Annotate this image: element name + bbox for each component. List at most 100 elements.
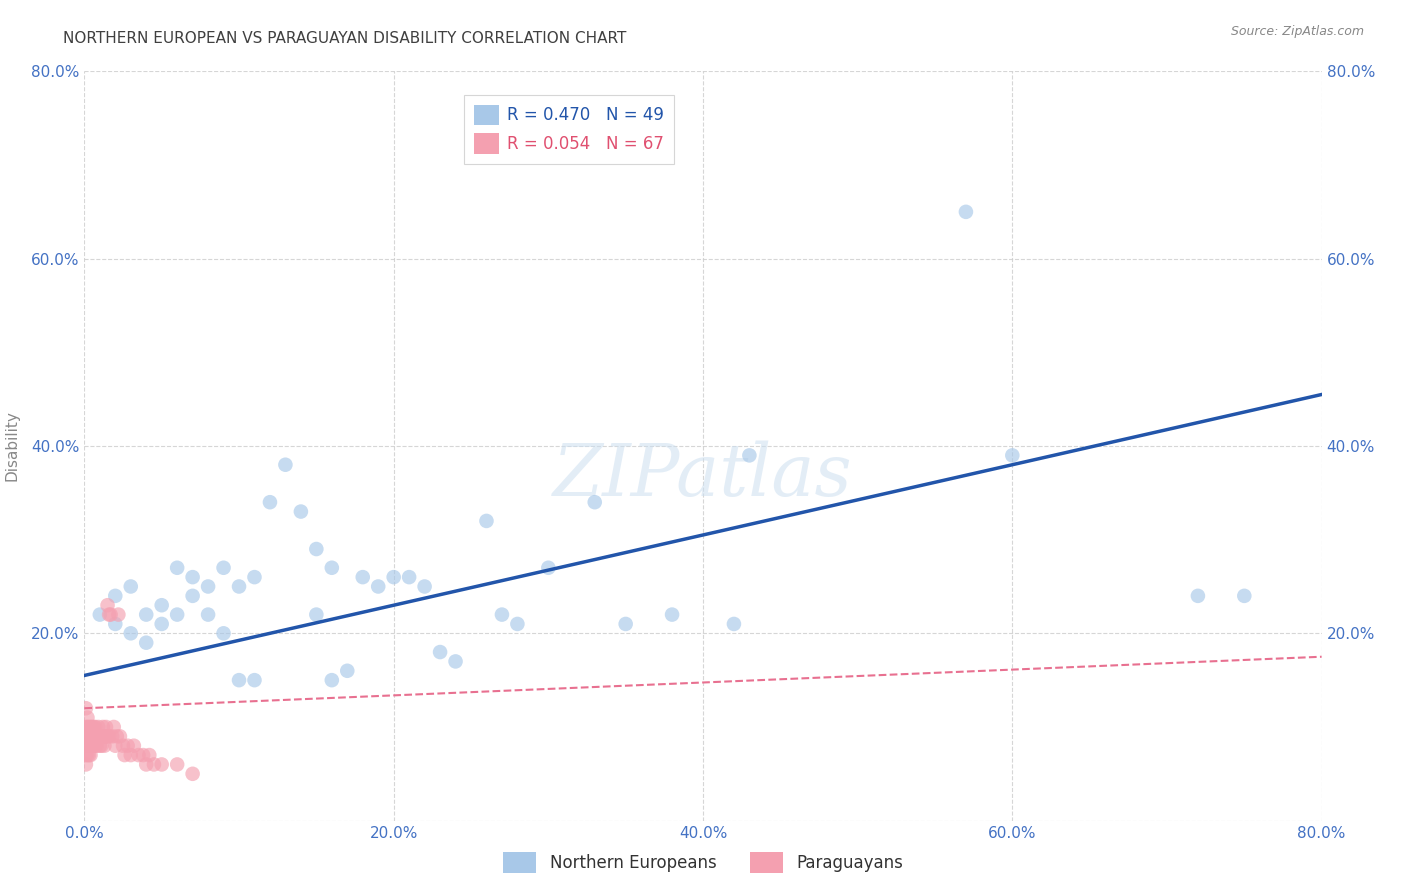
Point <box>150 617 173 632</box>
Point <box>228 580 250 594</box>
Legend: R = 0.470   N = 49, R = 0.054   N = 67: R = 0.470 N = 49, R = 0.054 N = 67 <box>464 95 673 163</box>
Point <box>82 720 104 734</box>
Point <box>82 730 104 744</box>
Point <box>75 730 97 744</box>
Point <box>398 570 420 584</box>
Point <box>475 514 498 528</box>
Point <box>138 747 160 762</box>
Point <box>212 561 235 575</box>
Point <box>105 730 128 744</box>
Text: ZIPatlas: ZIPatlas <box>553 441 853 511</box>
Point <box>94 720 117 734</box>
Point <box>305 542 328 557</box>
Point <box>76 710 98 724</box>
Point <box>321 561 343 575</box>
Point <box>290 505 312 519</box>
Point <box>150 599 173 613</box>
Point <box>723 617 745 632</box>
Point <box>120 626 142 640</box>
Point <box>77 720 100 734</box>
Point <box>83 720 105 734</box>
Text: NORTHERN EUROPEAN VS PARAGUAYAN DISABILITY CORRELATION CHART: NORTHERN EUROPEAN VS PARAGUAYAN DISABILI… <box>63 31 627 46</box>
Point <box>77 747 100 762</box>
Point <box>382 570 405 584</box>
Point <box>661 607 683 622</box>
Point <box>1187 589 1209 603</box>
Point <box>738 449 761 463</box>
Point <box>336 664 359 678</box>
Point <box>114 747 136 762</box>
Point <box>352 570 374 584</box>
Point <box>76 730 98 744</box>
Point <box>212 626 235 640</box>
Point <box>84 730 107 744</box>
Point <box>1001 449 1024 463</box>
Point <box>76 747 98 762</box>
Point <box>120 580 142 594</box>
Point <box>83 739 105 753</box>
Point <box>89 739 111 753</box>
Point <box>444 655 467 669</box>
Point <box>150 757 173 772</box>
Point <box>181 767 204 781</box>
Point <box>166 607 188 622</box>
Point <box>166 757 188 772</box>
Point <box>132 747 155 762</box>
Point <box>86 730 108 744</box>
Point <box>506 617 529 632</box>
Point <box>135 607 157 622</box>
Point <box>104 617 127 632</box>
Point <box>75 739 97 753</box>
Point <box>77 730 100 744</box>
Text: Source: ZipAtlas.com: Source: ZipAtlas.com <box>1230 25 1364 38</box>
Point <box>89 730 111 744</box>
Legend: Northern Europeans, Paraguayans: Northern Europeans, Paraguayans <box>496 846 910 880</box>
Point <box>101 730 124 744</box>
Point <box>117 739 139 753</box>
Point <box>259 495 281 509</box>
Point <box>274 458 297 472</box>
Point <box>112 739 135 753</box>
Point <box>91 730 114 744</box>
Point <box>84 739 107 753</box>
Y-axis label: Disability: Disability <box>4 410 20 482</box>
Point <box>243 570 266 584</box>
Point <box>197 580 219 594</box>
Point <box>94 730 117 744</box>
Point <box>91 720 114 734</box>
Point <box>84 720 107 734</box>
Point <box>90 730 112 744</box>
Point <box>76 730 98 744</box>
Point <box>367 580 389 594</box>
Point <box>77 739 100 753</box>
Point <box>96 730 118 744</box>
Point <box>87 730 110 744</box>
Point <box>197 607 219 622</box>
Point <box>79 747 101 762</box>
Point <box>107 607 129 622</box>
Point <box>143 757 166 772</box>
Point <box>75 701 97 715</box>
Point <box>75 757 97 772</box>
Point <box>103 720 125 734</box>
Point <box>166 561 188 575</box>
Point <box>305 607 328 622</box>
Point <box>82 739 104 753</box>
Point <box>100 607 122 622</box>
Point <box>955 205 977 219</box>
Point <box>1233 589 1256 603</box>
Point <box>89 607 111 622</box>
Point <box>413 580 436 594</box>
Point <box>76 739 98 753</box>
Point <box>122 739 145 753</box>
Point <box>79 720 101 734</box>
Point <box>583 495 606 509</box>
Point <box>108 730 131 744</box>
Point <box>104 589 127 603</box>
Point <box>98 730 121 744</box>
Point <box>87 720 110 734</box>
Point <box>243 673 266 688</box>
Point <box>79 739 101 753</box>
Point <box>75 720 97 734</box>
Point <box>120 747 142 762</box>
